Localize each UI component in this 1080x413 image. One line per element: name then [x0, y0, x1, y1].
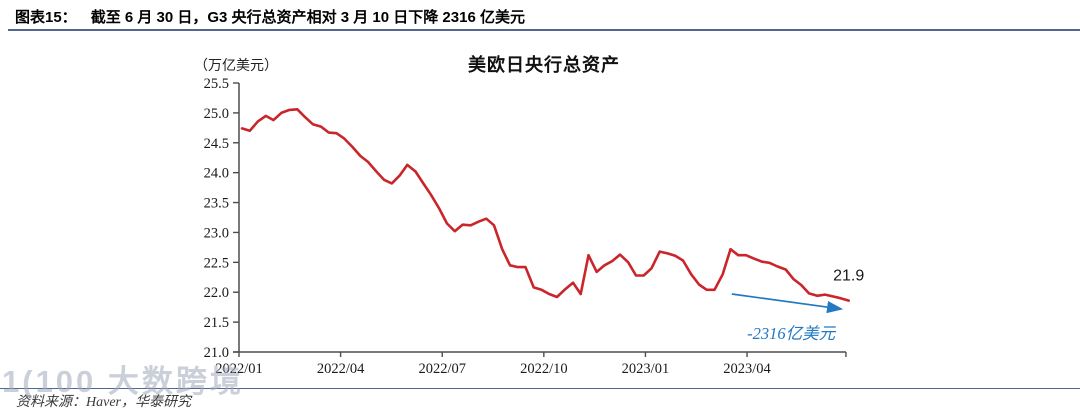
y-tick-label: 22.5: [204, 255, 229, 271]
x-tick-label: 2023/04: [723, 361, 771, 377]
footer-divider: [0, 388, 1080, 389]
y-tick-label: 21.5: [204, 315, 229, 331]
y-tick-label: 24.0: [204, 166, 229, 182]
title-underline: [8, 29, 1080, 31]
y-tick-label: 25.5: [204, 76, 229, 92]
x-tick-label: 2022/07: [418, 361, 466, 377]
decline-arrow: [731, 293, 844, 314]
y-tick-label: 23.0: [204, 225, 229, 241]
x-tick-label: 2023/01: [622, 361, 670, 377]
y-tick-label: 21.0: [204, 345, 229, 361]
series-line: [240, 108, 851, 302]
y-tick-label: 22.0: [204, 285, 229, 301]
x-tick-label: 2022/01: [215, 361, 263, 377]
y-axis-unit-label: （万亿美元）: [194, 59, 278, 74]
y-tick-label: 23.5: [204, 196, 229, 212]
x-tick-label: 2022/04: [317, 361, 365, 377]
change-amount-label: -2316亿美元: [747, 324, 836, 343]
x-tick-label: 2022/10: [520, 361, 568, 377]
figure-title-text: 截至 6 月 30 日，G3 央行总资产相对 3 月 10 日下降 2316 亿…: [90, 9, 525, 26]
y-tick-label: 24.5: [204, 136, 229, 152]
source-note: 资料来源：Haver，华泰研究: [16, 395, 191, 410]
figure-header: 图表15： 截至 6 月 30 日，G3 央行总资产相对 3 月 10 日下降 2…: [15, 6, 1070, 27]
figure-number-label: 图表15：: [15, 9, 77, 26]
end-value-label: 21.9: [833, 267, 864, 284]
y-tick-label: 25.0: [204, 106, 229, 122]
chart-title: 美欧日央行总资产: [468, 55, 620, 75]
